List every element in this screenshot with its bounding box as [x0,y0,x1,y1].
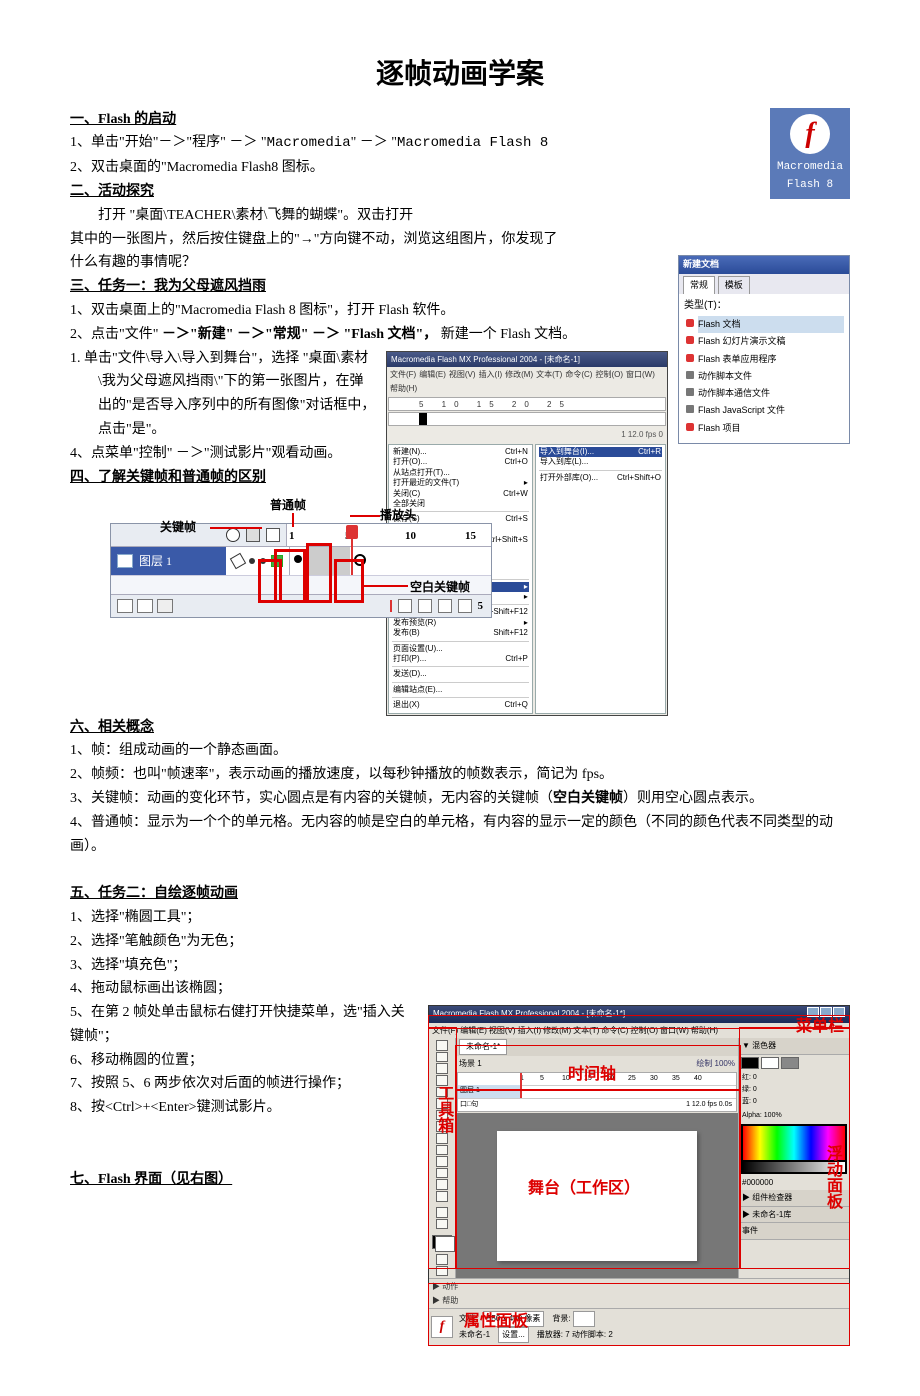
fm-status: 1 12.0 fps 0 [387,427,667,443]
layer-icon [117,554,133,568]
frame-number: 5 [478,597,484,616]
sec1-head: 一、Flash 的启动 [70,108,850,132]
new-document-panel: 新建文档 常规 模板 类型(T)： Flash 文档 Flash 幻灯片演示文稿… [678,255,850,444]
property-panel: 文档 550 x 400 像素 背景: 未命名-1 设置... 播放器: 7 动… [429,1308,849,1344]
sec2-head: 二、活动探究 [70,180,850,204]
sec5-l3: 3、选择"填充色"； [70,954,850,978]
layer-name[interactable]: 图层 1 [111,547,226,575]
flash-icon-line1: Macromedia [774,158,846,177]
pencil-icon [230,553,246,569]
sec5-l2: 2、选择"笔触颜色"为无色； [70,930,850,954]
new-layer-icon[interactable] [117,599,133,613]
acc2[interactable]: ▶ 未命名-1库 [739,1207,849,1224]
onion-icon[interactable] [458,599,472,613]
acc1[interactable]: ▶ 组件检查器 [739,1190,849,1207]
doc-icon [431,1316,453,1338]
label-normal-frame: 普通帧 [270,495,306,515]
onion-icon[interactable] [418,599,432,613]
color-picker[interactable] [741,1124,847,1174]
new-doc-item[interactable]: Flash 项目 [698,420,844,437]
actions-acc[interactable]: ▶ 动作 [432,1280,846,1294]
type-label: 类型(T)： [684,297,844,314]
new-doc-item[interactable]: Flash 表单应用程序 [698,351,844,368]
trash-icon[interactable] [157,599,173,613]
label-playhead: 播放头 [380,505,416,525]
zoom-label[interactable]: 绘制 100% [696,1057,735,1071]
new-doc-item[interactable]: Flash 幻灯片演示文稿 [698,333,844,350]
sec1-l2: 2、双击桌面的"Macromedia Flash8 图标。 [70,156,850,180]
sec5-head: 五、任务二：自绘逐帧动画 [70,882,850,906]
label-empty-keyframe: 空白关键帧 [410,577,470,597]
fm-title: Macromedia Flash MX Professional 2004 - … [387,352,667,368]
new-doc-item[interactable]: 动作脚本通信文件 [698,385,844,402]
outline-square [271,555,283,567]
doc-tab[interactable]: 未命名-1* [459,1039,507,1055]
timeline-diagram: 1 5 10 15 图层 1 [70,493,510,673]
help-acc[interactable]: ▶ 帮助 [432,1294,846,1308]
sec6-l2: 2、帧频：也叫"帧速率"，表示动画的播放速度，以每秒钟播放的帧数表示，简记为 f… [70,763,850,787]
color-swatch-icon[interactable] [432,1235,452,1249]
page-title: 逐帧动画学案 [70,50,850,98]
ui-title: Macromedia Flash MX Professional 2004 - … [433,1007,625,1022]
fm-menubar: 文件(F)编辑(E)视图(V)插入(I)修改(M)文本(T)命令(C)控制(O)… [387,367,667,396]
flash-desktop-icon: Macromedia Flash 8 [770,108,850,199]
mini-layer[interactable]: 图层 1 [458,1085,521,1098]
panels: ▼ 混色器 红: 0绿: 0蓝: 0 Alpha: 100% #000000 ▶… [738,1038,849,1278]
new-doc-item[interactable]: Flash 文档 [698,316,844,333]
canvas[interactable] [497,1131,697,1261]
sec1-l1: 1、单击"开始"－＞"程序" －＞ "Macromedia" －＞ "Macro… [70,131,850,156]
label-keyframe: 关键帧 [160,517,196,537]
new-doc-item[interactable]: Flash JavaScript 文件 [698,402,844,419]
vis-dot [249,558,255,564]
color-hex: #000000 [739,1176,849,1190]
sec2-l2: 其中的一张图片，然后按住键盘上的"→"方向键不动，浏览这组图片，你发现了 [70,228,850,252]
flash-ui: Macromedia Flash MX Professional 2004 - … [428,1005,850,1346]
lock-icon [246,528,260,542]
ui-menubar[interactable]: 文件(F)编辑(E)视图(V)插入(I)修改(M)文本(T)命令(C)控制(O)… [429,1023,849,1039]
playhead [346,525,358,575]
acc3[interactable]: 事件 [739,1223,849,1240]
fm-ruler: 5 10 15 20 25 [388,397,666,411]
flash-f-icon [790,114,830,154]
fm-import-submenu: 导入到舞台(I)...Ctrl+R 导入到库(L)... 打开外部库(O)...… [535,444,666,714]
sec6-l1: 1、帧：组成动画的一个静态画面。 [70,739,850,763]
fm-timeline-row [388,412,666,426]
new-doc-title: 新建文档 [679,256,849,273]
mixer-header[interactable]: ▼ 混色器 [739,1038,849,1055]
eye-icon [226,528,240,542]
new-doc-item[interactable]: 动作脚本文件 [698,368,844,385]
flash-icon-line2: Flash 8 [774,176,846,195]
sec5-l5: 5、在第 2 帧处单击鼠标右健打开快捷菜单，选"插入关键帧"； [70,1001,410,1049]
toolbox[interactable] [429,1038,456,1278]
timeline-panel[interactable]: 1 5 10 15 20 25 30 35 40 图层 1 口□句 1 [457,1072,737,1112]
sec6-l3: 3、关键帧：动画的变化环节，实心圆点是有内容的关键帧，无内容的关键帧（空白关键帧… [70,787,850,811]
sec5-l4: 4、拖动鼠标画出该椭圆； [70,977,850,1001]
flash-ui-wrap: Macromedia Flash MX Professional 2004 - … [428,1005,850,1346]
sec5-l1: 1、选择"椭圆工具"； [70,906,850,930]
sec2-l1: 打开 "桌面\TEACHER\素材\飞舞的蝴蝶"。双击打开 [70,204,850,228]
sec6-head: 六、相关概念 [70,716,850,740]
lock-dot [260,558,266,564]
window-buttons[interactable] [806,1007,845,1022]
tab-general[interactable]: 常规 [683,276,715,294]
sec6-l4: 4、普通帧：显示为一个个的单元格。无内容的帧是空白的单元格，有内容的显示一定的颜… [70,811,850,859]
onion-icon[interactable] [398,599,412,613]
new-folder-icon[interactable] [137,599,153,613]
outline-icon [266,528,280,542]
new-doc-list: Flash 文档 Flash 幻灯片演示文稿 Flash 表单应用程序 动作脚本… [684,316,844,437]
onion-icon[interactable] [438,599,452,613]
stage[interactable] [456,1113,738,1278]
scene-label: 场景 1 [459,1057,482,1071]
keyframe-dot [294,555,302,563]
tab-template[interactable]: 模板 [718,276,750,294]
